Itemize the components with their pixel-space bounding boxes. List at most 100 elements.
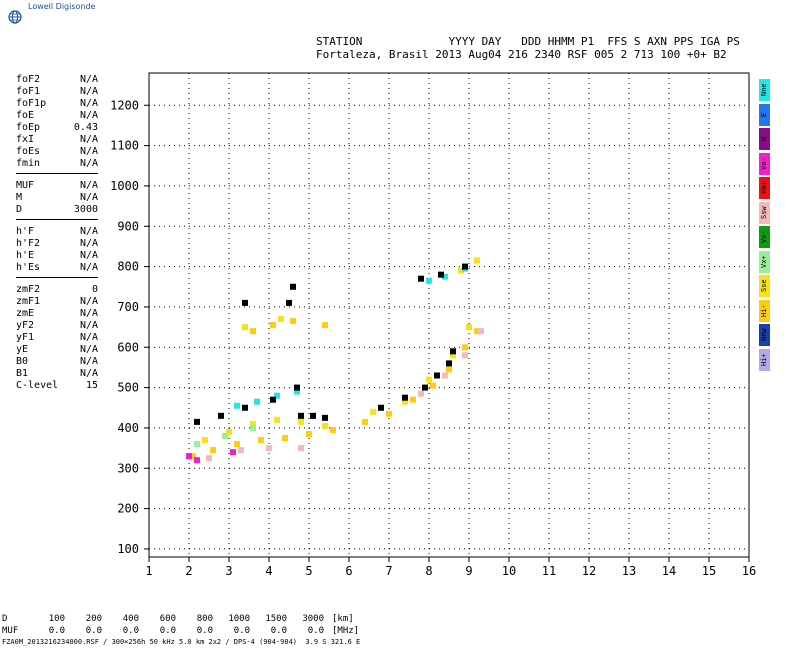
ionogram-echo-point [422, 384, 428, 391]
param-label: foEp [16, 122, 41, 133]
param-value: N/A [79, 110, 98, 121]
x-tick-label: 10 [502, 564, 516, 578]
param-row: h'F N/A [16, 226, 98, 238]
ionogram-echo-point [306, 430, 312, 437]
ionogram-echo-point [230, 449, 236, 456]
param-label: h'E [16, 250, 35, 261]
param-label: fxI [16, 134, 35, 145]
distance-cell: 400 [122, 614, 139, 624]
legend-swatch: Sse [759, 275, 770, 297]
param-row: yF1 N/A [16, 332, 98, 344]
param-value: N/A [79, 134, 98, 145]
distance-cell: 100 [48, 614, 65, 624]
muf-cell: 0.0 [233, 626, 250, 636]
globe-icon [8, 10, 22, 24]
param-row: B0 N/A [16, 356, 98, 368]
param-row: B1 N/A [16, 368, 98, 380]
polarization-legend: Nne E W Vo- Vo+ Ssw Vx- Vx+ Sse Hi- Nnw Hi+ [759, 79, 771, 373]
legend-swatch: Vx+ [759, 250, 770, 273]
x-tick-label: 15 [702, 564, 716, 578]
distance-cell: 800 [196, 614, 213, 624]
distance-row: D 100 200 400 600 800 1000 1500 3000 [km… [2, 613, 359, 625]
param-value: 0 [91, 284, 98, 295]
ionogram-echo-point [462, 344, 468, 351]
param-value: N/A [79, 368, 98, 379]
param-row: D 3000 [16, 204, 98, 216]
legend-swatch: Ssw [759, 201, 770, 224]
ionogram-echo-point [274, 416, 280, 423]
legend-swatch: Vx- [759, 226, 770, 248]
ionogram-echo-point [266, 445, 272, 452]
ionogram-echo-point [418, 275, 424, 282]
muf-row: MUF 0.0 0.0 0.0 0.0 0.0 0.0 0.0 0.0 [MHz… [2, 625, 359, 637]
file-footer: FZA0M_2013216234000.RSF / 300×256h 50 kH… [2, 638, 361, 646]
ionogram-echo-point [290, 318, 296, 325]
param-label: yF1 [16, 332, 35, 343]
param-row: yE N/A [16, 344, 98, 356]
param-label: zmF2 [16, 284, 41, 295]
scaled-parameters-panel: foF2 N/A foF1 N/A foF1p N/A foE N/A foEp 0.43 fxI N… [16, 74, 98, 392]
ionogram-echo-point [462, 263, 468, 270]
legend-swatch: Hi- [759, 299, 770, 322]
y-tick-label: 800 [117, 260, 139, 274]
x-tick-label: 1 [145, 564, 152, 578]
logo-text: Lowell Digisonde [28, 2, 96, 11]
param-row: zmF1 N/A [16, 296, 98, 308]
ionogram-echo-point [218, 412, 224, 419]
ionogram-echo-point [450, 352, 456, 359]
ionogram-echo-point [294, 388, 300, 395]
param-value: N/A [79, 238, 98, 249]
distance-cell: 3000 [302, 614, 324, 624]
ionogram-echo-point [194, 441, 200, 448]
legend-label: Vx+ [760, 255, 768, 268]
ionogram-echo-point [274, 392, 280, 399]
param-separator [16, 277, 98, 278]
ionogram-echo-point [242, 404, 248, 411]
ionogram-echo-point [286, 299, 292, 306]
y-tick-label: 600 [117, 340, 139, 354]
muf-cell: 0.0 [270, 626, 287, 636]
ionogram-echo-point [426, 277, 432, 284]
ionogram-echo-point [330, 426, 336, 433]
ionogram-echo-point [294, 384, 300, 391]
x-tick-label: 16 [742, 564, 756, 578]
ionogram-echo-point [430, 382, 436, 389]
legend-swatch: Nne [759, 79, 770, 101]
param-value: N/A [79, 158, 98, 169]
ionogram-echo-point [310, 412, 316, 419]
param-value: N/A [79, 86, 98, 97]
ionogram-echo-point [282, 435, 288, 442]
x-tick-label: 11 [542, 564, 556, 578]
ionogram-echo-point [250, 420, 256, 427]
ionogram-echo-point [234, 441, 240, 448]
station-header: STATION YYYY DAY DDD HHMM P1 FFS S AXN P… [316, 35, 740, 61]
y-tick-label: 200 [117, 502, 139, 516]
param-label: B1 [16, 368, 29, 379]
param-row: h'Es N/A [16, 262, 98, 274]
ionogram-echo-point [378, 404, 384, 411]
ionogram-echo-point [226, 428, 232, 435]
legend-swatch: Vo- [759, 152, 770, 175]
param-value: N/A [79, 344, 98, 355]
ionogram-echo-point [434, 372, 440, 379]
ionogram-echo-point [466, 324, 472, 331]
ionogram-echo-point [462, 352, 468, 359]
x-tick-label: 12 [582, 564, 596, 578]
param-label: foF2 [16, 74, 41, 85]
legend-label: Ssw [760, 206, 768, 219]
distance-unit: [km] [332, 614, 354, 624]
ionogram-echo-point [474, 328, 480, 335]
param-row: fxI N/A [16, 134, 98, 146]
ionogram-echo-point [290, 283, 296, 290]
ionogram-echo-point [322, 322, 328, 329]
muf-cell: 0.0 [122, 626, 139, 636]
param-row: zmF2 0 [16, 284, 98, 296]
ionogram-echo-point [202, 437, 208, 444]
ionogram-echo-point [362, 418, 368, 425]
ionogram-echo-point [238, 447, 244, 454]
muf-distance-table: D 100 200 400 600 800 1000 1500 3000 [km… [2, 613, 359, 637]
param-row: foF2 N/A [16, 74, 98, 86]
x-tick-label: 6 [345, 564, 352, 578]
y-tick-label: 100 [117, 542, 139, 556]
param-label: yE [16, 344, 29, 355]
